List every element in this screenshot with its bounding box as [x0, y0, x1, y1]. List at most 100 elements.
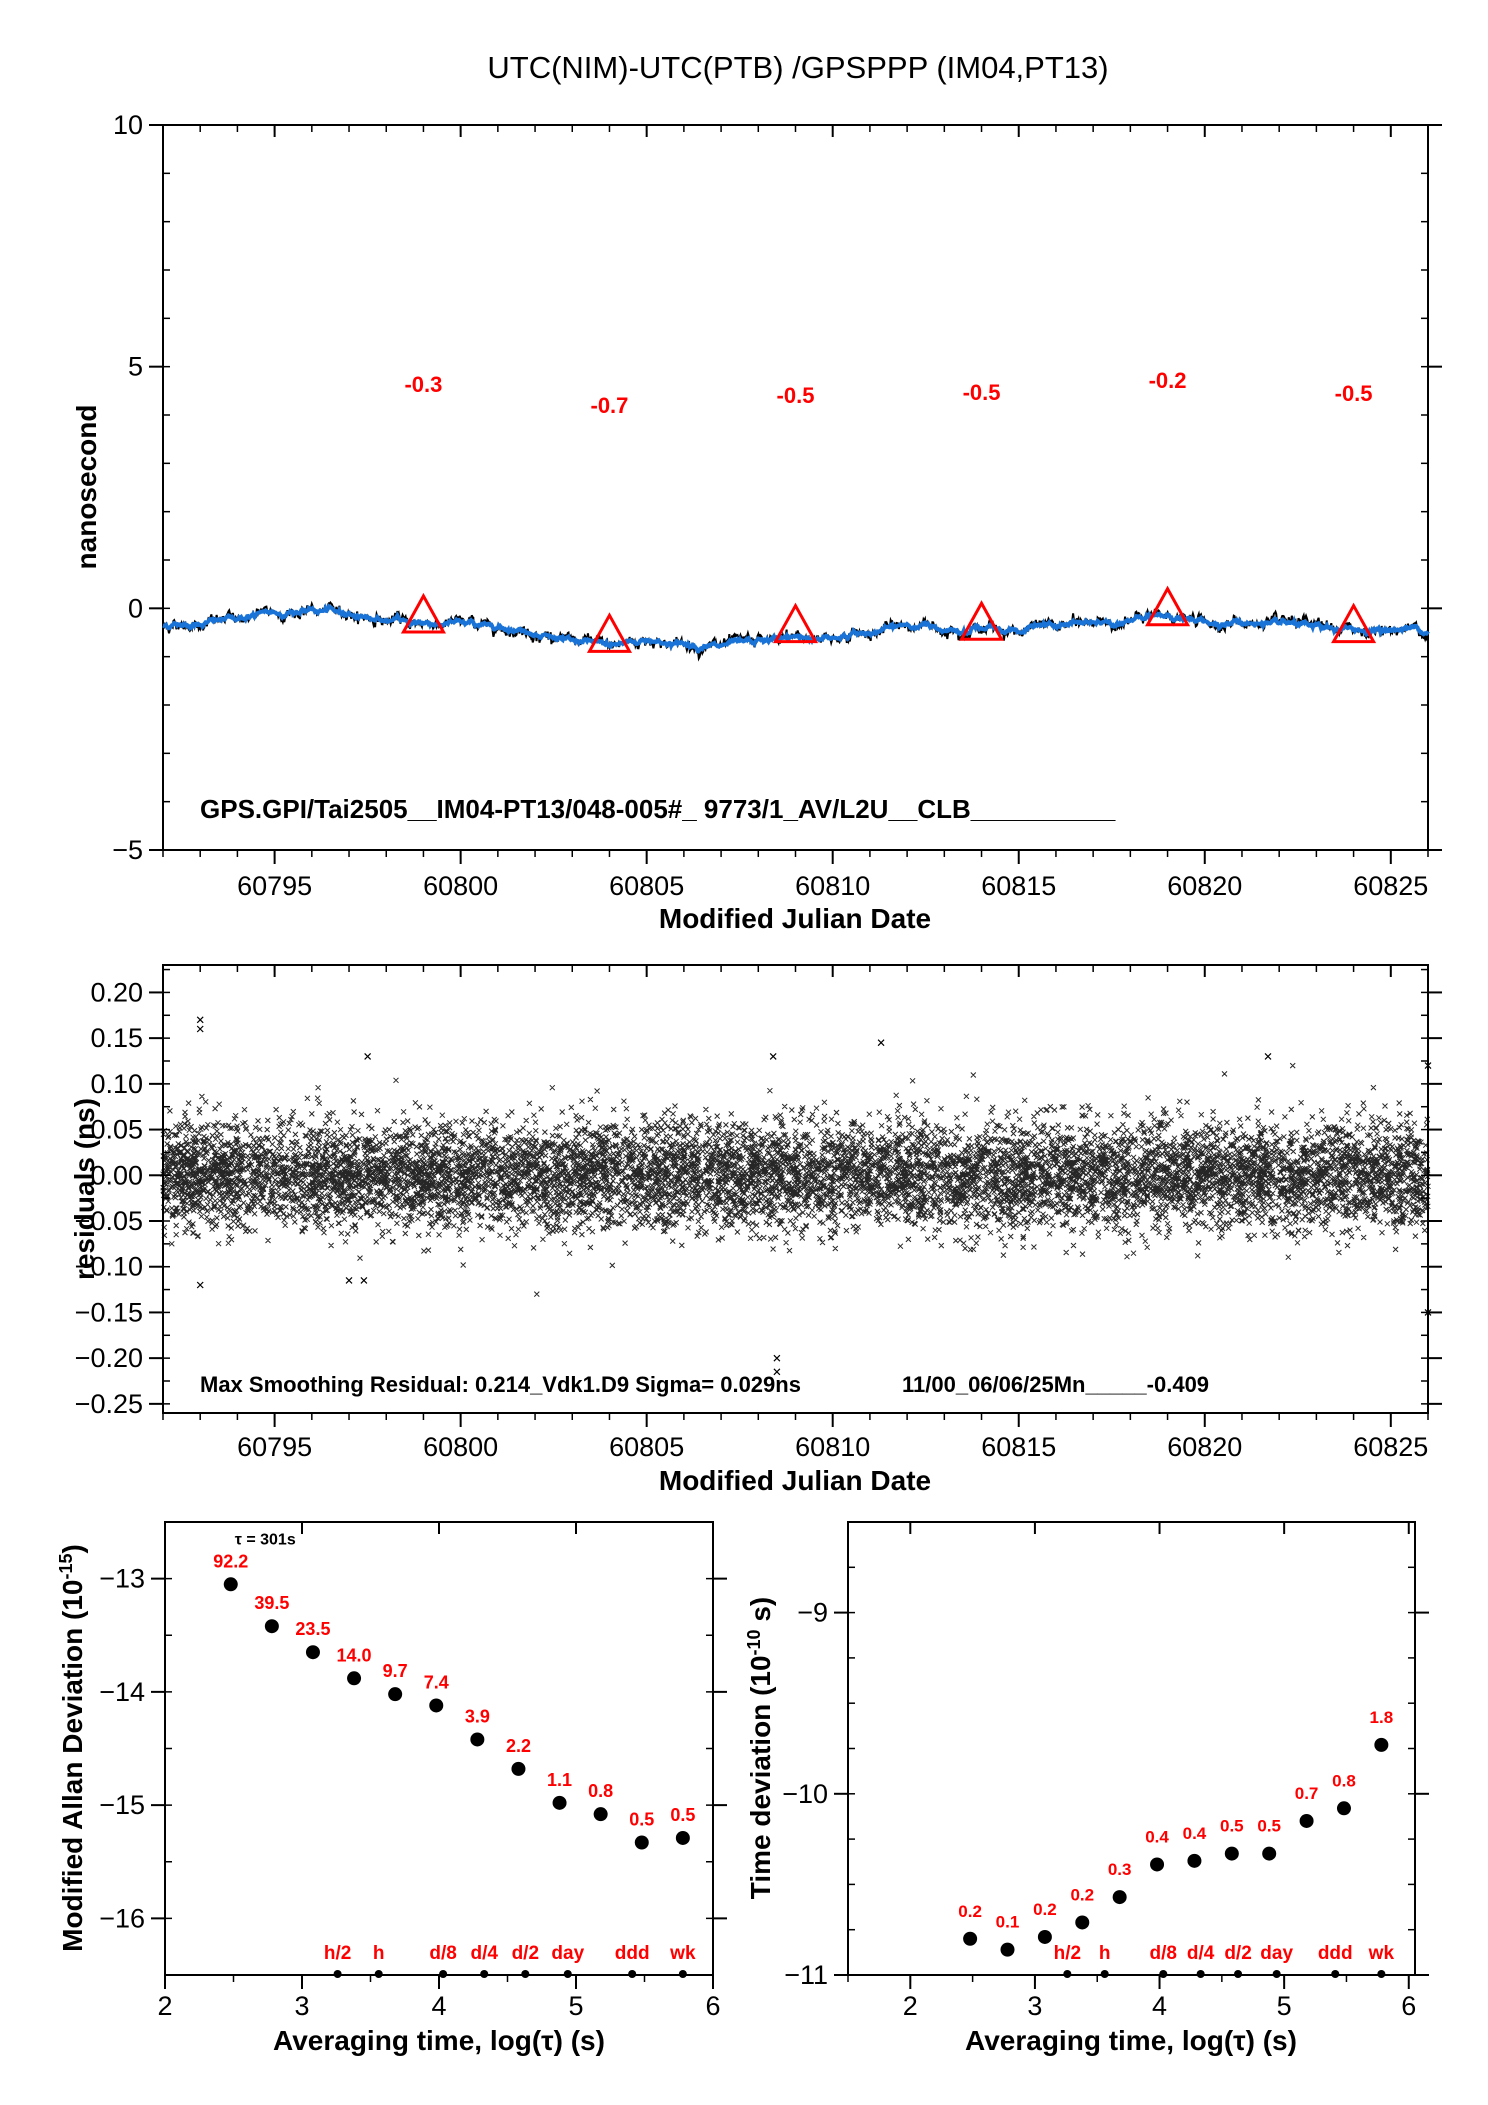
deviation-point — [1299, 1813, 1314, 1828]
time-mark-label: wk — [1368, 1943, 1395, 1964]
residuals-annotation-left: Max Smoothing Residual: 0.214_Vdk1.D9 Si… — [200, 1372, 801, 1397]
deviation-value-label: 0.5 — [1257, 1817, 1281, 1836]
x-tick-label: 60795 — [237, 871, 312, 901]
deviation-value-label: 7.4 — [424, 1672, 449, 1692]
marker-value-label: -0.5 — [963, 380, 1001, 405]
x-tick-label: 60795 — [237, 1432, 312, 1462]
y-tick-label: 5 — [128, 352, 143, 382]
y-tick-label: 0.00 — [90, 1160, 143, 1190]
deviation-value-label: 0.8 — [1332, 1771, 1356, 1790]
time-mark-point — [1331, 1970, 1340, 1978]
deviation-point — [675, 1830, 690, 1845]
residual-outlier — [345, 1277, 353, 1284]
time-mark-point — [439, 1970, 448, 1978]
y-tick-label: 0.05 — [90, 1115, 143, 1145]
y-tick-label: −10 — [782, 1779, 828, 1809]
deviation-point — [634, 1835, 649, 1850]
y-tick-label: −15 — [99, 1790, 145, 1820]
deviation-point — [223, 1577, 238, 1592]
y-tick-label: 0.20 — [90, 977, 143, 1007]
triangle-marker — [958, 600, 1005, 641]
deviation-value-label: 0.2 — [958, 1902, 982, 1921]
deviation-point — [1037, 1929, 1052, 1944]
triangle-marker — [1145, 585, 1191, 627]
tdev-x-axis-label: Averaging time, log(τ) (s) — [965, 2025, 1297, 2056]
time-mark-label: d/8 — [1150, 1943, 1177, 1964]
x-tick-label: 60800 — [423, 1432, 498, 1462]
deviation-value-label: 0.5 — [670, 1805, 695, 1825]
marker-value-label: -0.5 — [1335, 381, 1373, 406]
time-mark-point — [1159, 1970, 1168, 1978]
time-mark-label: d/2 — [512, 1943, 539, 1964]
y-tick-label: −9 — [797, 1598, 828, 1628]
x-tick-label: 60800 — [423, 871, 498, 901]
deviation-value-label: 3.9 — [465, 1706, 490, 1726]
time-mark-label: ddd — [615, 1943, 650, 1964]
time-mark-point — [563, 1970, 572, 1978]
deviation-point — [1262, 1846, 1277, 1861]
y-tick-label: −11 — [784, 1960, 828, 1990]
triangle-marker — [586, 612, 633, 653]
x-tick-label: 60815 — [981, 1432, 1056, 1462]
y-tick-label: 10 — [113, 110, 143, 140]
deviation-point — [511, 1761, 526, 1776]
time-mark-label: h/2 — [324, 1943, 351, 1964]
deviation-value-label: 0.5 — [1220, 1817, 1244, 1836]
deviation-point — [1000, 1942, 1015, 1957]
deviation-value-label: 0.7 — [1295, 1784, 1319, 1803]
deviation-value-label: 1.1 — [547, 1770, 572, 1790]
y-tick-label: −0.05 — [75, 1206, 143, 1236]
x-tick-label: 60820 — [1167, 1432, 1242, 1462]
tdev-y-axis-label-main: Time deviation (10 — [745, 1655, 776, 1899]
x-tick-label: 60805 — [609, 1432, 684, 1462]
time-mark-label: d/4 — [470, 1943, 498, 1964]
marker-value-label: -0.2 — [1149, 368, 1187, 393]
time-mark-point — [678, 1970, 687, 1978]
y-tick-label: −14 — [99, 1677, 145, 1707]
triangle-marker — [1331, 602, 1377, 644]
x-tick-label: 3 — [1027, 1991, 1042, 2021]
time-mark-label: d/8 — [429, 1943, 456, 1964]
y-tick-label: 0 — [128, 593, 143, 623]
residuals-annotation-right: 11/00_06/06/25Mn_____-0.409 — [902, 1372, 1209, 1397]
y-tick-label: −13 — [99, 1564, 145, 1594]
deviation-value-label: 0.4 — [1183, 1824, 1207, 1843]
x-tick-label: 6 — [1401, 1991, 1416, 2021]
mdev-panel: 2 3 4 5 6 −13 −14 −15 −16 92.2 39.5 23.5 14.0 9.7 7.4… — [56, 1521, 727, 2056]
deviation-value-label: 0.4 — [1145, 1827, 1169, 1846]
deviation-value-label: 1.8 — [1370, 1708, 1394, 1727]
deviation-value-label: 0.2 — [1070, 1885, 1094, 1904]
time-mark-point — [1377, 1970, 1386, 1978]
residual-outlier — [773, 1354, 781, 1362]
time-mark-label: ddd — [1318, 1943, 1353, 1964]
deviation-point — [1187, 1853, 1202, 1868]
time-mark-point — [628, 1970, 637, 1978]
x-tick-label: 4 — [1152, 1991, 1167, 2021]
time-mark-point — [521, 1970, 530, 1978]
time-mark-point — [1272, 1970, 1281, 1978]
tdev-panel: 2 3 4 5 6 −9 −10 −11 0.2 0.1 0.2 0.2 0.3 0.4 0.4 0.5 0.… — [744, 1521, 1429, 2056]
mdev-y-axis-label-main: Modified Allan Deviation (10 — [57, 1580, 88, 1952]
residual-points — [160, 1062, 1431, 1297]
deviation-point — [1112, 1890, 1127, 1905]
residual-outlier — [877, 1039, 885, 1047]
deviation-value-label: 2.2 — [506, 1736, 531, 1756]
deviation-point — [1224, 1846, 1239, 1861]
x-tick-label: 5 — [568, 1991, 583, 2021]
residual-outlier — [196, 1016, 204, 1024]
x-tick-label: 60815 — [981, 871, 1056, 901]
deviation-value-label: 92.2 — [213, 1551, 248, 1571]
deviation-point — [470, 1732, 485, 1747]
deviation-value-label: 0.3 — [1108, 1860, 1132, 1879]
figure-title: UTC(NIM)-UTC(PTB) /GPSPPP (IM04,PT13) — [487, 50, 1108, 85]
deviation-point — [347, 1671, 362, 1686]
residual-outlier — [364, 1053, 372, 1060]
time-mark-label: h — [1099, 1943, 1111, 1964]
triangle-marker — [772, 602, 819, 644]
residual-outlier — [769, 1053, 777, 1060]
y-tick-label: 0.15 — [90, 1023, 143, 1053]
tdev-y-axis-label-end: s) — [745, 1597, 776, 1630]
y-tick-label: −0.25 — [75, 1389, 143, 1419]
residual-outlier — [196, 1025, 204, 1033]
x-tick-label: 5 — [1277, 1991, 1292, 2021]
